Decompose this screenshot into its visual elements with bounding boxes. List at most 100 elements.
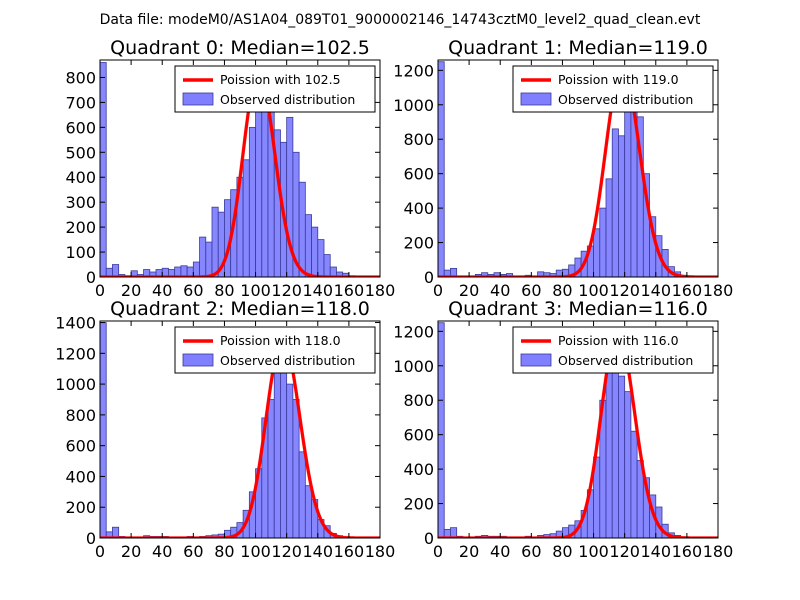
- panel-title: Quadrant 1: Median=119.0: [448, 37, 708, 59]
- histogram-bar: [593, 228, 601, 277]
- histogram-bar: [199, 236, 207, 277]
- legend-label-observed: Observed distribution: [220, 92, 355, 107]
- axes-frame: [99, 320, 381, 539]
- histogram-bar: [304, 214, 312, 277]
- x-tick-label: 160: [672, 281, 703, 300]
- x-tick-label: 80: [552, 542, 572, 561]
- panel-quadrant-1: 0 20 40 60 80 100 120 140 160 180 0 200 400 600 800 100…: [393, 37, 733, 300]
- y-tick-label: 400: [65, 467, 96, 486]
- histogram-bar: [255, 89, 263, 277]
- x-tick-label: 60: [521, 542, 541, 561]
- y-tick-label: 1000: [393, 357, 434, 376]
- y-tick-label: 1000: [55, 375, 96, 394]
- legend-swatch-bar: [520, 92, 552, 106]
- histogram-bar: [450, 527, 458, 538]
- y-tick-label: 600: [65, 437, 96, 456]
- histogram-bar: [599, 207, 607, 277]
- histogram-bar: [248, 126, 256, 277]
- y-tick-label: 1400: [55, 314, 96, 333]
- legend-label-poisson: Poission with 118.0: [220, 333, 341, 348]
- axes-frame: [437, 320, 719, 539]
- x-tick-label: 100: [240, 281, 271, 300]
- panel-title: Quadrant 0: Median=102.5: [110, 37, 370, 59]
- x-tick-label: 80: [214, 542, 234, 561]
- histogram-bar: [323, 254, 331, 277]
- histogram-bar: [280, 368, 288, 538]
- y-tick-label: 800: [65, 406, 96, 425]
- histogram-bar: [438, 322, 445, 538]
- y-tick-label: 500: [65, 143, 96, 162]
- histogram-bar: [618, 375, 626, 538]
- y-tick-label: 800: [403, 391, 434, 410]
- x-tick-label: 140: [641, 281, 672, 300]
- poisson-curve: [438, 330, 718, 538]
- plot-area: [438, 61, 718, 277]
- x-tick-label: 160: [334, 542, 365, 561]
- y-tick-label: 0: [424, 529, 434, 548]
- y-tick-label: 1200: [55, 344, 96, 363]
- legend: Poission with 119.0 Observed distribution: [512, 65, 714, 113]
- histogram-bar: [100, 322, 107, 538]
- legend-swatch-bar: [182, 92, 214, 106]
- x-tick-label: 180: [703, 542, 734, 561]
- x-tick-label: 180: [365, 542, 396, 561]
- x-tick-label: 20: [121, 542, 141, 561]
- histogram-bar: [100, 62, 107, 277]
- x-tick-label: 40: [152, 542, 172, 561]
- x-tick-label: 60: [521, 281, 541, 300]
- y-tick-label: 400: [403, 199, 434, 218]
- x-tick-label: 60: [183, 281, 203, 300]
- x-tick-label: 140: [641, 542, 672, 561]
- x-tick-label: 60: [183, 542, 203, 561]
- histogram-bar: [298, 181, 306, 277]
- panel-quadrant-3: 0 20 40 60 80 100 120 140 160 180 0 200 400 600 800 100…: [393, 298, 733, 561]
- y-tick-label: 800: [65, 68, 96, 87]
- x-tick-label: 40: [152, 281, 172, 300]
- histogram-bar: [211, 206, 219, 277]
- y-tick-label: 600: [403, 165, 434, 184]
- legend-swatch-bar: [182, 353, 214, 367]
- y-tick-label: 100: [65, 243, 96, 262]
- x-tick-label: 0: [433, 542, 443, 561]
- x-tick-label: 180: [703, 281, 734, 300]
- histogram-bar: [267, 399, 275, 538]
- plot-area: [438, 322, 718, 538]
- y-tick-label: 0: [86, 529, 96, 548]
- histogram-bar: [286, 383, 294, 538]
- legend: Poission with 118.0 Observed distribution: [174, 326, 376, 374]
- legend: Poission with 102.5 Observed distribution: [174, 65, 376, 113]
- histogram-bar: [242, 159, 250, 277]
- y-tick-label: 800: [403, 130, 434, 149]
- x-tick-label: 180: [365, 281, 396, 300]
- legend: Poission with 116.0 Observed distribution: [512, 326, 714, 374]
- x-tick-label: 40: [490, 542, 510, 561]
- histogram-bar: [311, 226, 319, 277]
- y-tick-label: 200: [65, 498, 96, 517]
- histogram-bar: [611, 128, 619, 277]
- x-tick-label: 140: [303, 281, 334, 300]
- histogram-bar: [605, 178, 613, 277]
- histogram-bar: [304, 485, 312, 538]
- x-tick-label: 20: [459, 281, 479, 300]
- legend-label-poisson: Poission with 102.5: [220, 72, 341, 87]
- y-tick-label: 1200: [393, 61, 434, 80]
- legend-label-observed: Observed distribution: [220, 353, 355, 368]
- histogram-bar: [298, 451, 306, 538]
- x-tick-label: 160: [334, 281, 365, 300]
- y-tick-label: 1000: [393, 96, 434, 115]
- histogram-bar: [605, 365, 613, 538]
- x-tick-label: 20: [459, 542, 479, 561]
- histogram-bar: [630, 430, 638, 538]
- axes-frame: [437, 59, 719, 278]
- x-tick-label: 40: [490, 281, 510, 300]
- panel-quadrant-0: 0 20 40 60 80 100 120 140 160 1800100200300400500…: [65, 37, 395, 300]
- y-tick-label: 0: [424, 268, 434, 287]
- y-tick-label: 600: [403, 426, 434, 445]
- y-tick-label: 0: [86, 268, 96, 287]
- y-tick-label: 200: [65, 218, 96, 237]
- histogram-bar: [292, 399, 300, 538]
- legend-box: [174, 326, 376, 374]
- plot-area: [100, 322, 380, 538]
- x-tick-label: 140: [303, 542, 334, 561]
